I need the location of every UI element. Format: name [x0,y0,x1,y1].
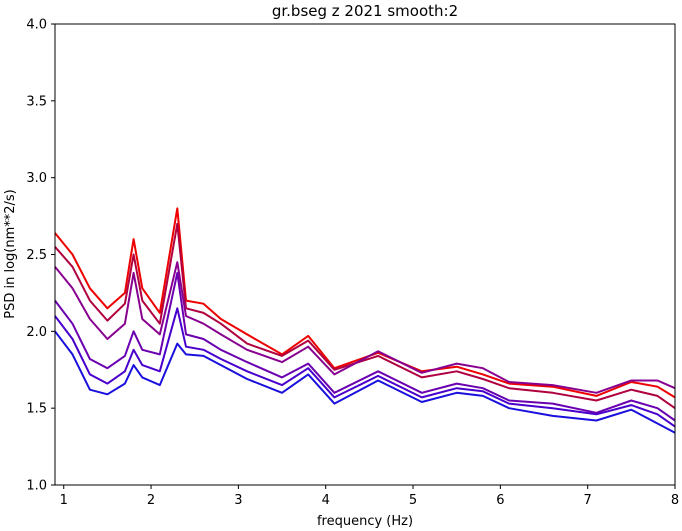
series-line-2 [54,222,676,410]
y-tick-label: 1.0 [26,479,47,494]
y-tick-label: 1.5 [26,402,47,417]
series-line-6 [54,330,676,434]
series-line-3 [54,261,676,394]
x-axis-title: frequency (Hz) [317,514,413,529]
series-line-1 [54,207,676,399]
series-line-5 [54,307,676,428]
y-tick-label: 3.0 [26,171,47,186]
plot-frame [54,23,676,486]
series-layer [54,207,676,434]
y-axis-title: PSD in log(nm**2/s) [3,189,18,319]
x-tick-label: 3 [234,493,242,508]
series-line-4 [54,271,676,422]
x-tick-label: 6 [496,493,504,508]
axes-layer: 1 2 3 4 5 6 7 8 1.0 1.5 2.0 2.5 3.0 3.5 4.0 [26,18,679,509]
x-tick-label: 5 [409,493,417,508]
y-tick-label: 4.0 [26,18,47,33]
x-tick-label: 8 [671,493,679,508]
y-tick-label: 2.5 [26,248,47,263]
x-tick-label: 4 [322,493,330,508]
y-tick-label: 2.0 [26,325,47,340]
x-tick-label: 2 [147,493,155,508]
chart-title: gr.bseg z 2021 smooth:2 [272,2,458,20]
x-tick-label: 1 [60,493,68,508]
y-tick-label: 3.5 [26,94,47,109]
x-tick-label: 7 [584,493,592,508]
